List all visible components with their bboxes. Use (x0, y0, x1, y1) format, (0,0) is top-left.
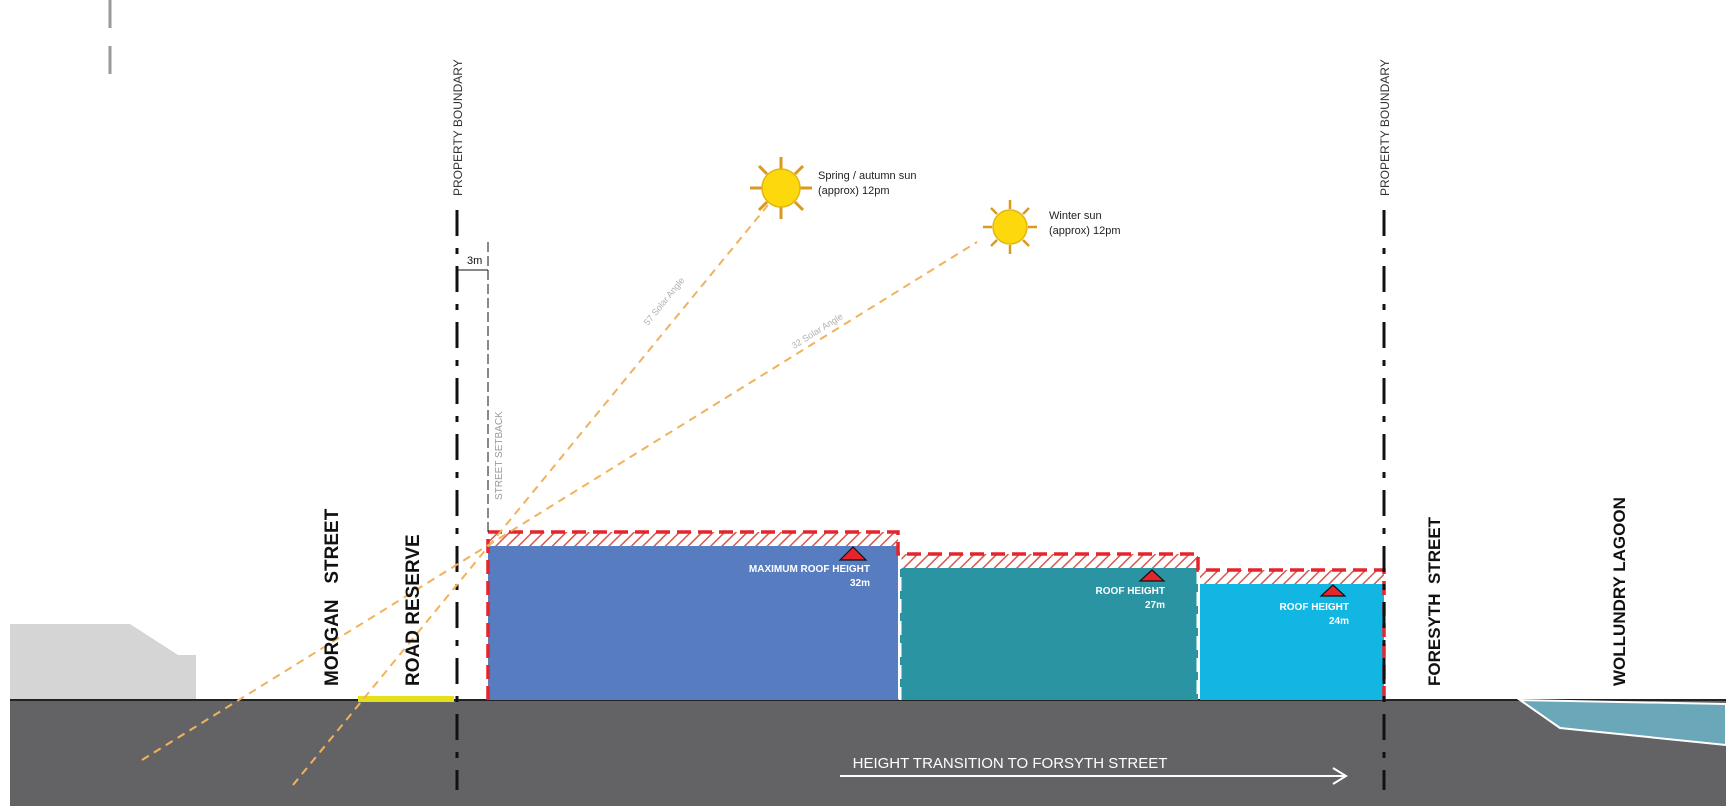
spring-sun-label-line2: (approx) 12pm (818, 185, 890, 197)
forsyth-street-label: FORESYTH STREET (1425, 516, 1444, 686)
building-2-label-line2: 27m (1145, 600, 1165, 611)
spring-sun-label-line1: Spring / autumn sun (818, 170, 916, 182)
existing-building (10, 624, 196, 700)
roof-zone-3 (1200, 570, 1384, 584)
lagoon-water (1516, 698, 1726, 747)
spring-solar-angle-label: 57 Solar Angle (642, 275, 687, 327)
wollundry-lagoon-label: WOLLUNDRY LAGOON (1610, 497, 1629, 686)
building-1-label-line1: MAXIMUM ROOF HEIGHT (749, 564, 870, 575)
building-3 (1200, 584, 1384, 700)
transition-label: HEIGHT TRANSITION TO FORSYTH STREET (853, 755, 1168, 772)
property-boundary-right-label: PROPERTY BOUNDARY (1378, 59, 1392, 196)
roof-height-marker-1 (838, 546, 868, 561)
setback-label: STREET SETBACK (494, 411, 505, 500)
height-envelope-outline (486, 530, 1386, 700)
property-boundary-left-label: PROPERTY BOUNDARY (451, 59, 465, 196)
building-3-label-line2: 24m (1329, 616, 1349, 627)
spring-sun-icon (750, 157, 812, 219)
winter-solar-angle-label: 32 Solar Angle (790, 311, 845, 351)
transition-arrow-head (1332, 767, 1348, 785)
setback-dimension-label: 3m (467, 255, 482, 267)
road-reserve-strip (358, 696, 454, 702)
winter-sun-label-line1: Winter sun (1049, 210, 1102, 222)
roof-height-marker-2 (1138, 569, 1166, 582)
road-reserve-label: ROAD RESERVE (403, 534, 424, 686)
ground-section (10, 700, 1726, 806)
morgan-street-label: MORGAN STREET (322, 508, 343, 686)
roof-zone-2 (900, 554, 1198, 568)
building-1-label-line2: 32m (850, 578, 870, 589)
winter-sun-icon (983, 200, 1037, 254)
building-1 (488, 546, 898, 700)
winter-sun-line (141, 241, 978, 761)
building-2-label-line1: ROOF HEIGHT (1096, 586, 1165, 597)
winter-sun-label-line2: (approx) 12pm (1049, 225, 1121, 237)
roof-zone-1 (488, 532, 898, 546)
building-2 (900, 568, 1198, 700)
building-3-label-line1: ROOF HEIGHT (1280, 602, 1349, 613)
roof-height-marker-3 (1319, 584, 1347, 597)
